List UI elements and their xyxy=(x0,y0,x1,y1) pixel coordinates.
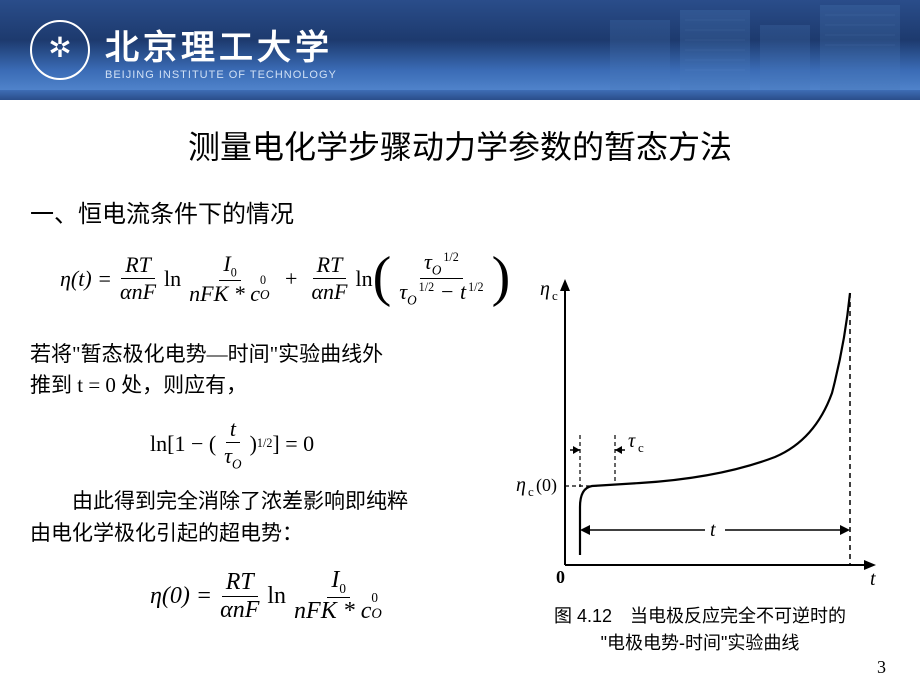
eq1-iden-exp: 1/2 xyxy=(419,280,434,294)
slide-content: 测量电化学步骤动力学参数的暂态方法 一、恒电流条件下的情况 η(t) = RT … xyxy=(0,100,920,690)
svg-text:η: η xyxy=(540,278,550,300)
eq1-plus: + xyxy=(285,266,297,292)
eq3-t2-den-sub: O xyxy=(371,606,381,623)
eq2-c: ] = 0 xyxy=(272,431,314,457)
eq2-den-a: τ xyxy=(224,443,232,468)
logo-emblem-icon: ✲ xyxy=(30,20,90,80)
logo-english: BEIJING INSTITUTE OF TECHNOLOGY xyxy=(105,69,337,81)
university-logo: ✲ 北京理工大学 BEIJING INSTITUTE OF TECHNOLOGY xyxy=(30,20,337,81)
eq1-t2-den-sub: O xyxy=(260,287,270,303)
eq1-iden-exp2: 1/2 xyxy=(468,280,483,294)
svg-text:(0): (0) xyxy=(536,475,557,496)
body2-l1: 由此得到完全消除了浓差影响即纯粹 xyxy=(30,489,408,513)
eq1-inum-a: τ xyxy=(424,249,432,274)
eq1-t2-num-sub: 0 xyxy=(231,265,237,279)
eq1-ln2: ln xyxy=(355,266,372,292)
eq1-t2-den-sup: 0 xyxy=(260,273,266,288)
svg-text:c: c xyxy=(552,288,558,303)
eq3-lhs: η(0) = xyxy=(150,583,212,610)
logo-chinese: 北京理工大学 xyxy=(105,20,337,69)
figure-caption: 图 4.12 当电极反应完全不可逆时的 "电极电势-时间"实验曲线 xyxy=(510,603,890,657)
body2-l2: 由电化学极化引起的超电势： xyxy=(30,521,303,545)
caption-l2: "电极电势-时间"实验曲线 xyxy=(601,633,800,653)
eq3-t2-den-sup: 0 xyxy=(371,590,378,606)
eq2-num: t xyxy=(226,416,240,443)
svg-text:c: c xyxy=(638,440,644,455)
section-heading: 一、恒电流条件下的情况 xyxy=(30,194,890,229)
body1-l2: 推到 t = 0 处，则应有， xyxy=(30,373,247,397)
svg-text:c: c xyxy=(528,484,534,499)
figure-4-12: η c τ c η c (0) xyxy=(510,275,890,657)
eq3-t1-den: αnF xyxy=(216,597,263,624)
eq1-inum-sub: O xyxy=(432,262,442,277)
eq3-ln: ln xyxy=(267,583,286,610)
eq1-lhs: η(t) = xyxy=(60,266,112,292)
eq1-t3-den: αnF xyxy=(307,279,351,305)
eq1-t1-den: αnF xyxy=(116,279,160,305)
eq1-t1-num: RT xyxy=(121,252,155,279)
body1-l1: 若将"暂态极化电势—时间"实验曲线外 xyxy=(30,342,383,366)
eq1-t3-num: RT xyxy=(313,252,347,279)
page-title: 测量电化学步骤动力学参数的暂态方法 xyxy=(30,122,890,168)
svg-text:τ: τ xyxy=(628,430,636,452)
eq3-t2-den: nFK * c xyxy=(294,598,371,624)
eq2-b: ) xyxy=(250,431,257,457)
body-text-1: 若将"暂态极化电势—时间"实验曲线外 推到 t = 0 处，则应有， xyxy=(30,339,490,402)
caption-l1: 图 4.12 当电极反应完全不可逆时的 xyxy=(554,606,846,626)
svg-text:t: t xyxy=(710,519,716,541)
header-divider xyxy=(0,90,920,100)
eq1-iden-a: τ xyxy=(399,279,407,304)
svg-text:η: η xyxy=(516,474,526,496)
eq1-iden-minus: − t xyxy=(434,279,466,304)
eq1-t2-num: I xyxy=(223,251,230,276)
chart-svg: η c τ c η c (0) xyxy=(510,275,890,595)
body-text-2: 由此得到完全消除了浓差影响即纯粹 由电化学极化引起的超电势： xyxy=(30,486,490,549)
eq2-a: ln[1 − ( xyxy=(150,431,216,457)
eq1-t2-den: nFK * c xyxy=(189,281,260,306)
eq3-t1-num: RT xyxy=(222,569,258,597)
eq1-inum-exp: 1/2 xyxy=(443,250,458,264)
eq2-den-sub: O xyxy=(232,456,242,471)
header-bar: ✲ 北京理工大学 BEIJING INSTITUTE OF TECHNOLOGY xyxy=(0,0,920,100)
eq2-exp: 1/2 xyxy=(257,436,272,451)
eq1-ln1: ln xyxy=(164,266,181,292)
header-background-art xyxy=(570,0,920,100)
eq1-iden-sub: O xyxy=(407,293,417,308)
svg-text:t: t xyxy=(870,568,876,590)
page-number: 3 xyxy=(877,657,886,678)
svg-text:0: 0 xyxy=(556,567,565,587)
eq3-t2-num-sub: 0 xyxy=(339,581,346,596)
